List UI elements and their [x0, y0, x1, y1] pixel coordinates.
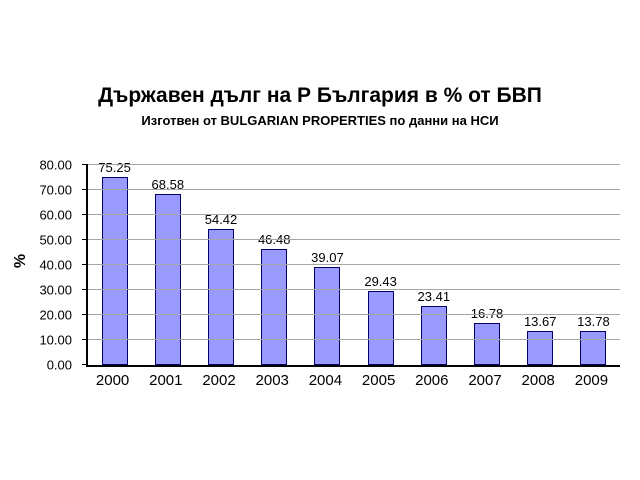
bar-2004: [314, 267, 341, 365]
y-tick-label: 0.00: [46, 357, 72, 373]
bar-value-label: 13.67: [523, 313, 557, 329]
x-tick-label-2009: 2009: [574, 372, 609, 389]
bar-value-label: 54.42: [204, 211, 238, 227]
bars-container: 75.25 68.58 54.42 46.48 39.07 29.43 23.41 16.78…: [88, 160, 620, 365]
gridline: [88, 239, 620, 240]
bar-column-2006: 23.41: [407, 165, 460, 365]
bar-value-label: 23.41: [417, 289, 451, 305]
x-tick-label-2007: 2007: [468, 372, 502, 389]
bar-column-2004: 39.07: [301, 165, 354, 365]
y-tick-label: 80.00: [39, 157, 72, 173]
chart-subtitle: Изготвен от BULGARIAN PROPERTIES по данн…: [141, 113, 499, 128]
bar-2003: [261, 248, 288, 365]
chart-title: Държавен дълг на Р България в % от БВП: [98, 84, 542, 107]
bar-column-2000: 75.25: [88, 160, 141, 365]
bar-column-2007: 16.78: [460, 165, 513, 365]
y-tick-mark: [82, 264, 88, 265]
bar-column-2002: 54.42: [194, 165, 247, 365]
gridline: [88, 339, 620, 340]
x-tick-label-2001: 2001: [149, 372, 183, 389]
y-axis: 0.00 10.00 20.00 30.00 40.00 50.00 60.00 70.00 8…: [0, 158, 80, 373]
bar-2002: [208, 228, 234, 365]
bar-column-2005: 29.43: [354, 165, 407, 365]
bar-column-2003: 46.48: [248, 165, 301, 365]
bar-column-2001: 68.58: [141, 165, 194, 365]
y-tick-mark: [82, 214, 88, 215]
y-tick-label: 60.00: [39, 207, 72, 223]
y-tick-label: 30.00: [39, 282, 72, 298]
x-tick-label-2003: 2003: [255, 372, 289, 389]
gridline: [88, 214, 620, 215]
bar-column-2008: 13.67: [514, 165, 567, 365]
gridline: [88, 264, 620, 265]
bar-value-label: 13.78: [577, 313, 610, 329]
bar-column-2009: 13.78: [567, 165, 620, 365]
y-tick-mark: [82, 164, 88, 165]
y-tick-label: 10.00: [39, 332, 72, 348]
bar-2001: [154, 193, 181, 365]
x-tick-label-2002: 2002: [202, 372, 236, 389]
bar-value-label: 39.07: [311, 250, 344, 266]
bar-2005: [367, 291, 394, 365]
gridline: [88, 189, 620, 190]
bar-value-label: 68.58: [151, 176, 185, 192]
gridline: [88, 289, 620, 290]
x-tick-label-2006: 2006: [415, 372, 449, 389]
bar-2008: [527, 330, 554, 365]
gridline: [88, 314, 620, 315]
y-tick-mark: [82, 364, 88, 365]
y-tick-mark: [82, 339, 88, 340]
x-axis: 2000 2001 2002 2003 2004 2005 2006 2007 2008 2009: [86, 372, 618, 389]
bar-value-label: 16.78: [470, 306, 504, 322]
y-tick-label: 20.00: [39, 307, 72, 323]
y-tick-mark: [82, 314, 88, 315]
x-tick-label-2004: 2004: [308, 372, 343, 389]
bar-2009: [580, 330, 607, 365]
y-tick-mark: [82, 189, 88, 190]
bar-2000: [101, 176, 128, 365]
bar-value-label: 29.43: [364, 274, 397, 290]
bar-2006: [420, 306, 447, 365]
y-tick-mark: [82, 289, 88, 290]
y-tick-label: 50.00: [39, 232, 72, 248]
y-tick-label: 40.00: [39, 257, 72, 273]
gridline: [88, 164, 620, 165]
bar-2007: [474, 323, 501, 365]
plot-area: 75.25 68.58 54.42 46.48 39.07 29.43 23.41 16.78…: [82, 160, 620, 367]
y-tick-label: 70.00: [39, 182, 72, 198]
x-tick-label-2008: 2008: [521, 372, 555, 389]
y-tick-mark: [82, 239, 88, 240]
x-tick-label-2000: 2000: [95, 372, 130, 389]
bar-value-label: 75.25: [98, 159, 131, 175]
x-tick-label-2005: 2005: [361, 372, 396, 389]
